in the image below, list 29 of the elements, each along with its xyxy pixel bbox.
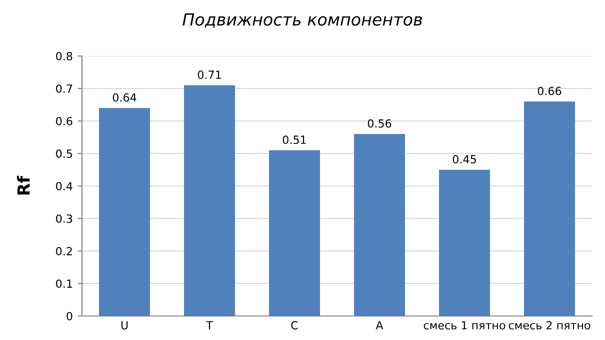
data-label: 0.71 bbox=[198, 70, 221, 79]
y-tick-label: 0.8 bbox=[56, 52, 72, 60]
bar bbox=[99, 108, 150, 316]
y-tick-label: 0.5 bbox=[56, 149, 72, 158]
data-label: 0.66 bbox=[538, 86, 562, 96]
data-label: 0.51 bbox=[282, 136, 306, 144]
chart-title: Подвижность компонентов bbox=[182, 13, 422, 28]
y-axis-title: Rf bbox=[16, 176, 30, 195]
x-tick-label: C bbox=[291, 321, 298, 330]
bar bbox=[439, 170, 490, 316]
y-tick-label: 0.7 bbox=[56, 84, 72, 93]
y-tick-label: 0.4 bbox=[56, 182, 72, 190]
y-tick-label: 0.6 bbox=[56, 116, 72, 126]
x-tick-label: A bbox=[376, 321, 384, 330]
bar bbox=[269, 150, 320, 316]
data-label: 0.45 bbox=[452, 155, 476, 164]
x-tick-label: T bbox=[206, 321, 213, 330]
data-label: 0.56 bbox=[368, 119, 392, 128]
y-tick-label: 0.3 bbox=[56, 214, 72, 223]
x-tick-label: смесь 2 пятно bbox=[508, 321, 590, 330]
bar bbox=[524, 102, 575, 316]
x-tick-label: смесь 1 пятно bbox=[424, 321, 506, 330]
y-tick-label: 0.2 bbox=[56, 246, 72, 256]
y-tick-label: 0 bbox=[66, 312, 72, 320]
bar bbox=[354, 134, 405, 316]
x-tick-label: U bbox=[121, 321, 128, 330]
bar bbox=[184, 85, 235, 316]
data-label: 0.64 bbox=[112, 93, 136, 102]
y-tick-label: 0.1 bbox=[56, 279, 72, 288]
